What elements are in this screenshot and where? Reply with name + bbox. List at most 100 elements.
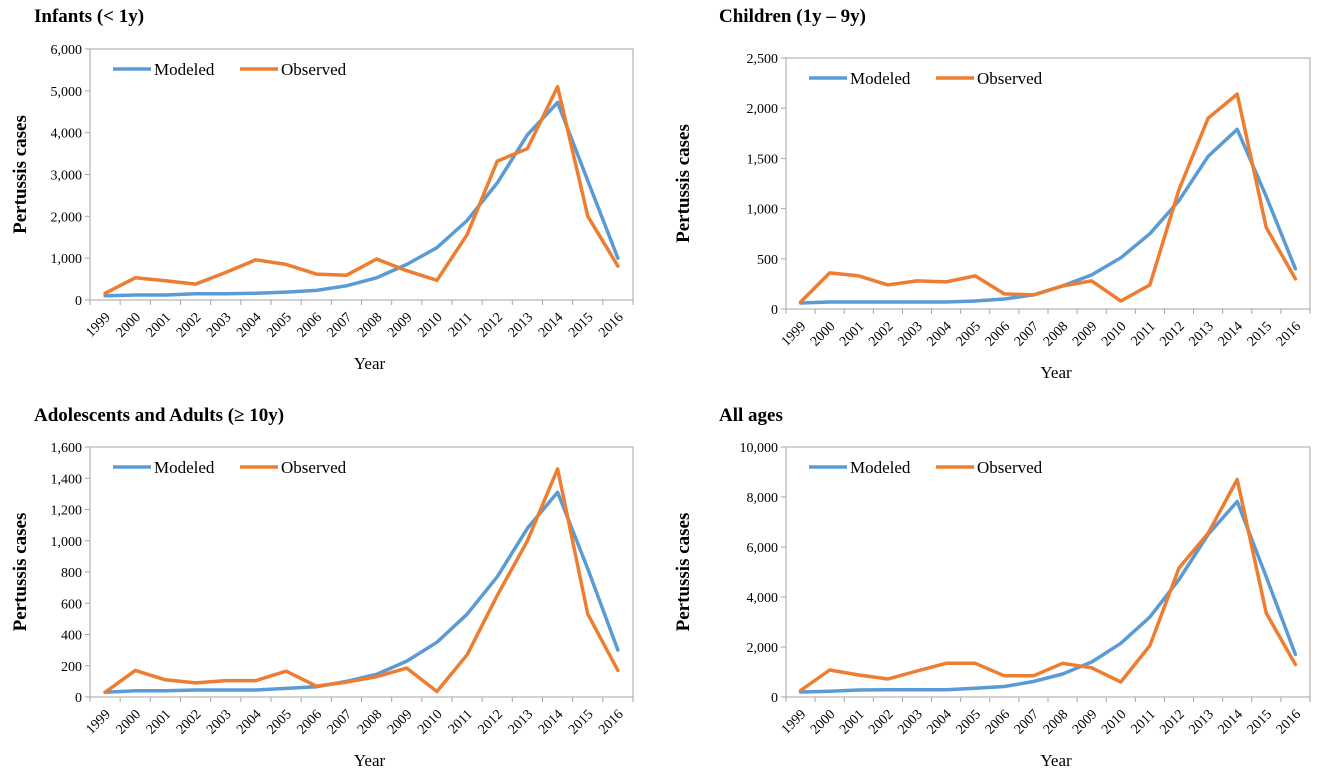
x-tick-label: 2012 (476, 310, 506, 340)
x-tick-label: 2004 (234, 310, 264, 340)
x-tick-label: 1999 (779, 707, 809, 737)
legend-label-observed: Observed (281, 458, 347, 477)
legend-label-modeled: Modeled (154, 60, 215, 79)
series-line-observed (798, 92, 1298, 304)
x-tick-label: 1999 (83, 310, 113, 340)
legend-label-modeled: Modeled (850, 69, 911, 88)
x-tick-label: 2011 (1129, 319, 1159, 349)
x-tick-label: 2008 (1041, 319, 1071, 349)
x-tick-label: 2004 (924, 707, 954, 737)
x-tick-label: 2011 (1129, 707, 1159, 737)
x-tick-label: 2005 (954, 707, 984, 737)
y-tick-label: 2,000 (747, 102, 779, 117)
x-tick-label: 2003 (895, 707, 925, 737)
y-tick-label: 2,000 (51, 210, 83, 225)
x-tick-label: 2000 (114, 707, 144, 737)
x-tick-label: 2015 (1245, 707, 1275, 737)
y-tick-label: 1,400 (51, 472, 83, 487)
series-line-observed (103, 467, 620, 695)
x-tick-label: 2013 (506, 310, 536, 340)
legend-label-observed: Observed (977, 69, 1043, 88)
x-tick-label: 2012 (1157, 319, 1187, 349)
series-line-modeled (103, 100, 620, 298)
x-tick-label: 2008 (355, 310, 385, 340)
y-axis-title: Pertussis cases (10, 115, 31, 234)
x-tick-label: 2014 (1216, 707, 1246, 737)
x-tick-label: 2007 (1012, 707, 1042, 737)
y-tick-label: 1,600 (51, 441, 83, 456)
x-tick-label: 2002 (866, 319, 896, 349)
x-axis-title: Year (354, 354, 386, 373)
x-tick-label: 2003 (204, 310, 234, 340)
legend: Modeled Observed (113, 60, 347, 79)
x-tick-label: 2001 (837, 707, 867, 737)
x-tick-label: 2000 (114, 310, 144, 340)
legend-label-modeled: Modeled (154, 458, 215, 477)
x-tick-label: 2016 (1274, 319, 1304, 349)
chart-title: Adolescents and Adults (≥ 10y) (34, 405, 285, 426)
x-tick-label: 2013 (1186, 707, 1216, 737)
x-tick-label: 2001 (837, 319, 867, 349)
y-tick-label: 1,000 (51, 252, 83, 267)
series-line-modeled (798, 127, 1298, 305)
y-tick-label: 400 (61, 629, 82, 644)
x-tick-label: 2009 (1070, 707, 1100, 737)
x-tick-label: 2005 (264, 310, 294, 340)
y-tick-label: 0 (75, 294, 82, 309)
x-tick-label: 2016 (1274, 707, 1304, 737)
series-line-modeled (103, 490, 620, 695)
y-tick-label: 600 (61, 597, 82, 612)
x-tick-label: 1999 (779, 319, 809, 349)
legend-label-modeled: Modeled (850, 458, 911, 477)
chart-title: Infants (< 1y) (34, 6, 145, 27)
y-tick-label: 2,500 (747, 52, 779, 67)
x-tick-label: 2013 (1186, 319, 1216, 349)
x-tick-label: 2002 (866, 707, 896, 737)
x-tick-label: 2002 (174, 310, 204, 340)
x-tick-label: 2010 (1099, 707, 1129, 737)
chart-panel-adolescents-adults: Adolescents and Adults (≥ 10y) 0 200 400 60… (0, 385, 662, 769)
x-tick-label: 2009 (1070, 319, 1100, 349)
plot-area-border (785, 57, 1311, 310)
chart-title: All ages (719, 405, 783, 426)
x-tick-label: 2012 (1157, 707, 1187, 737)
x-tick-label: 2008 (355, 707, 385, 737)
y-axis-title: Pertussis cases (10, 513, 31, 632)
legend-label-observed: Observed (281, 60, 347, 79)
x-tick-label: 2007 (1012, 319, 1042, 349)
series-line-observed (103, 84, 620, 296)
x-tick-label: 2009 (385, 310, 415, 340)
x-tick-label: 2010 (415, 707, 445, 737)
x-tick-label: 2009 (385, 707, 415, 737)
y-tick-label: 1,200 (51, 504, 83, 519)
y-tick-label: 3,000 (51, 169, 83, 184)
x-tick-label: 2010 (415, 310, 445, 340)
x-tick-label: 2016 (596, 707, 626, 737)
x-tick-label: 2014 (1216, 319, 1246, 349)
x-tick-label: 2015 (1245, 319, 1275, 349)
legend-label-observed: Observed (977, 458, 1043, 477)
series-line-observed (798, 477, 1298, 693)
legend: Modeled Observed (809, 458, 1043, 477)
line-chart-children: 0 500 1,000 1,500 2,000 2,500 1999200020012002… (673, 52, 1311, 382)
x-tick-label: 2004 (234, 707, 264, 737)
x-tick-label: 2007 (325, 707, 355, 737)
x-tick-label: 2007 (325, 310, 355, 340)
x-tick-label: 2006 (983, 707, 1013, 737)
y-tick-label: 1,500 (747, 152, 779, 167)
y-tick-label: 6,000 (51, 43, 83, 58)
x-tick-label: 2006 (983, 319, 1013, 349)
x-tick-label: 2003 (204, 707, 234, 737)
y-tick-label: 4,000 (747, 591, 779, 606)
x-tick-label: 1999 (83, 707, 113, 737)
x-tick-label: 2008 (1041, 707, 1071, 737)
y-tick-label: 8,000 (747, 491, 779, 506)
x-tick-label: 2006 (295, 707, 325, 737)
x-axis-title: Year (1040, 363, 1072, 382)
x-tick-label: 2015 (566, 310, 596, 340)
y-tick-label: 5,000 (51, 85, 83, 100)
y-tick-label: 0 (75, 691, 82, 706)
y-tick-label: 1,000 (747, 203, 779, 218)
